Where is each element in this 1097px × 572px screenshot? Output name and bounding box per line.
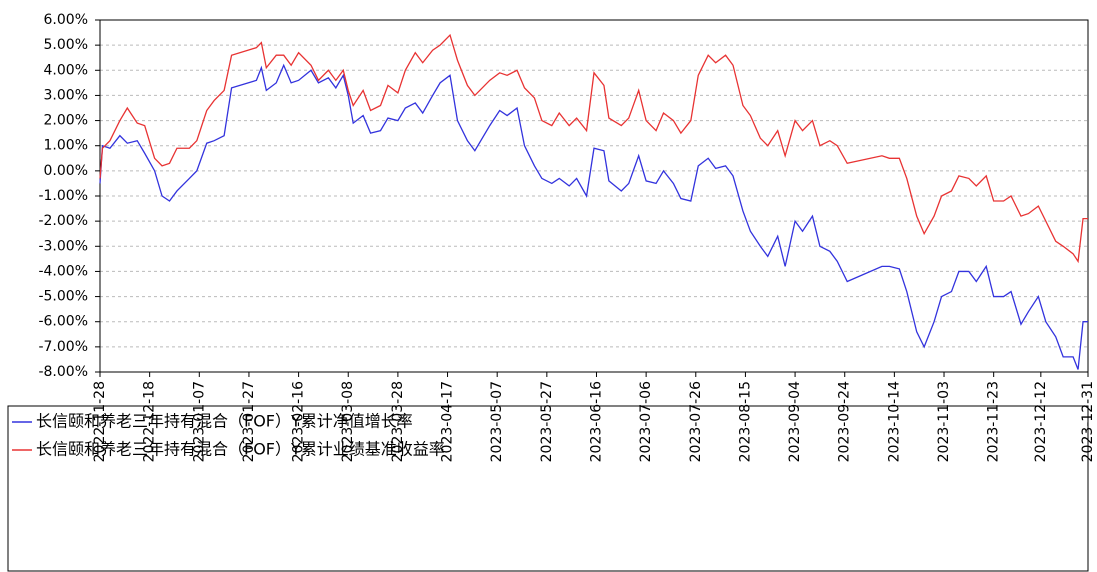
x-tick-label: 2023-03-08 (340, 381, 356, 462)
y-tick-label: -3.00% (38, 238, 88, 254)
plot-frame (99, 19, 1089, 373)
x-tick-label: 2023-12-12 (1033, 381, 1049, 462)
x-tick-label: 2023-09-04 (787, 381, 803, 462)
x-tick-label: 2023-04-17 (440, 381, 456, 462)
y-tick-label: -2.00% (38, 213, 88, 229)
x-tick-label: 2023-02-16 (291, 381, 307, 462)
x-tick-label: 2022-12-18 (142, 381, 158, 462)
x-tick-label: 2023-05-07 (489, 381, 505, 462)
y-tick-label: 2.00% (44, 113, 88, 129)
x-tick-label: 2023-01-27 (241, 381, 257, 462)
y-tick-label: -1.00% (38, 188, 88, 204)
x-tick-label: 2023-10-14 (886, 381, 902, 462)
x-tick-label: 2023-12-31 (1080, 381, 1096, 462)
y-tick-label: -5.00% (38, 289, 88, 305)
y-tick-label: 5.00% (44, 37, 88, 53)
x-tick-label: 2023-07-06 (638, 381, 654, 462)
y-tick-label: 0.00% (44, 163, 88, 179)
y-tick-label: 1.00% (44, 138, 88, 154)
x-tick-label: 2023-07-26 (688, 381, 704, 462)
x-tick-label: 2023-05-27 (539, 381, 555, 462)
x-tick-label: 2023-11-23 (986, 381, 1002, 462)
x-tick-label: 2023-03-28 (390, 381, 406, 462)
x-tick-label: 2023-09-24 (837, 381, 853, 462)
y-tick-label: 4.00% (44, 62, 88, 78)
y-tick-label: -6.00% (38, 314, 88, 330)
x-tick-label: 2023-06-16 (588, 381, 604, 462)
series-line (99, 33, 1088, 264)
x-tick-label: 2023-01-07 (191, 381, 207, 462)
y-tick-label: 6.00% (44, 12, 88, 28)
y-tick-label: 3.00% (44, 87, 88, 103)
legend-label: 长信颐和养老三年持有混合（FOF）Y累计业绩基准收益率 (36, 440, 445, 459)
y-tick-label: -4.00% (38, 263, 88, 279)
legend-box (7, 405, 1089, 572)
y-tick-label: -7.00% (38, 339, 88, 355)
legend-label: 长信颐和养老三年持有混合（FOF）Y累计净值增长率 (36, 412, 413, 431)
series-line (99, 63, 1088, 370)
y-tick-label: -8.00% (38, 364, 88, 380)
x-tick-label: 2023-11-03 (936, 381, 952, 462)
x-tick-label: 2023-08-15 (737, 381, 753, 462)
x-tick-label: 2022-11-28 (92, 381, 108, 462)
